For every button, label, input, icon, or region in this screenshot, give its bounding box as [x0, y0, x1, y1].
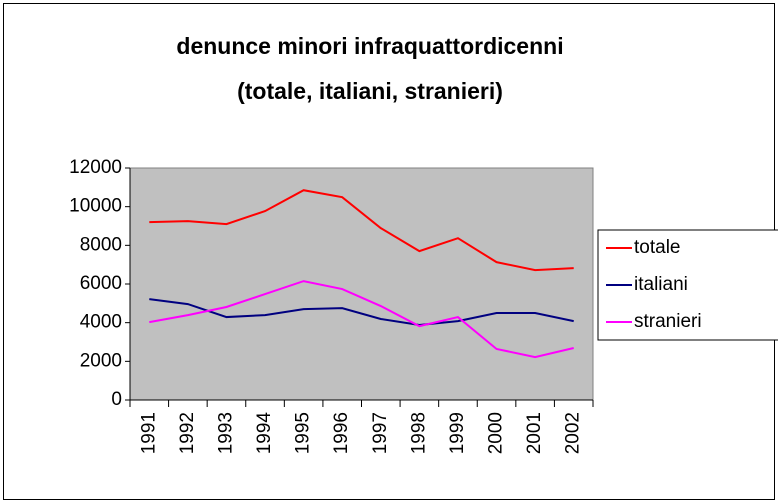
x-tick-label: 1995 [293, 412, 314, 454]
x-tick-label: 2000 [486, 412, 507, 454]
x-tick-label: 1997 [370, 412, 391, 454]
legend-label: italiani [634, 274, 688, 295]
y-tick-label: 0 [111, 389, 122, 410]
chart-title: denunce minori infraquattordicenni [176, 33, 563, 59]
x-tick-label: 1994 [254, 412, 275, 455]
x-tick-label: 1999 [447, 412, 468, 454]
x-tick-label: 2002 [563, 412, 584, 454]
x-tick-label: 1998 [408, 412, 429, 454]
y-tick-label: 8000 [80, 234, 122, 255]
y-tick-label: 10000 [69, 196, 122, 217]
y-tick-label: 12000 [69, 157, 122, 178]
legend-label: stranieri [634, 311, 702, 332]
line-series [149, 298, 574, 326]
line-series [149, 280, 574, 359]
y-tick-label: 4000 [80, 312, 122, 333]
x-tick-label: 1993 [215, 412, 236, 454]
x-tick-label: 1992 [177, 412, 198, 454]
chart-title: (totale, italiani, stranieri) [237, 78, 503, 104]
x-tick-label: 1996 [331, 412, 352, 454]
y-tick-label: 6000 [80, 273, 122, 294]
legend-label: totale [634, 237, 680, 258]
x-tick-label: 2001 [524, 412, 545, 454]
y-tick-label: 2000 [80, 350, 122, 371]
line-series [149, 189, 574, 272]
x-tick-label: 1991 [138, 412, 159, 454]
plot-area [129, 167, 594, 401]
